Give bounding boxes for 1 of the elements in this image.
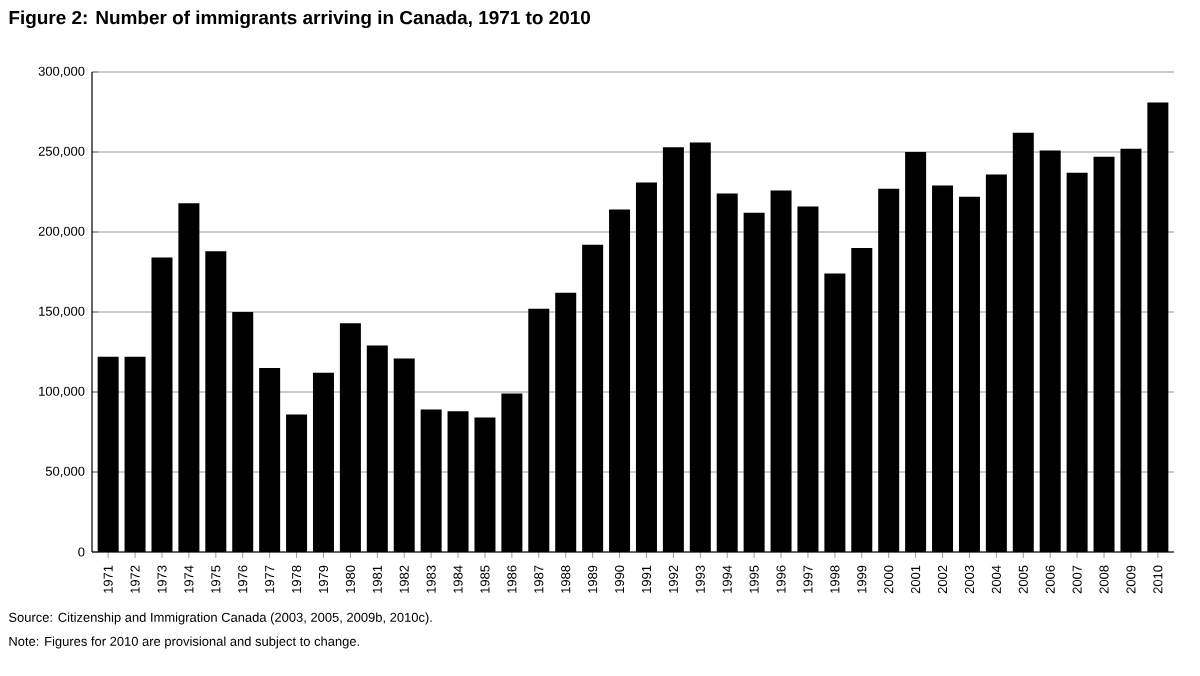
chart-title: Figure 2: Number of immigrants arriving in Canada, 1971 to 2010 bbox=[9, 10, 590, 29]
